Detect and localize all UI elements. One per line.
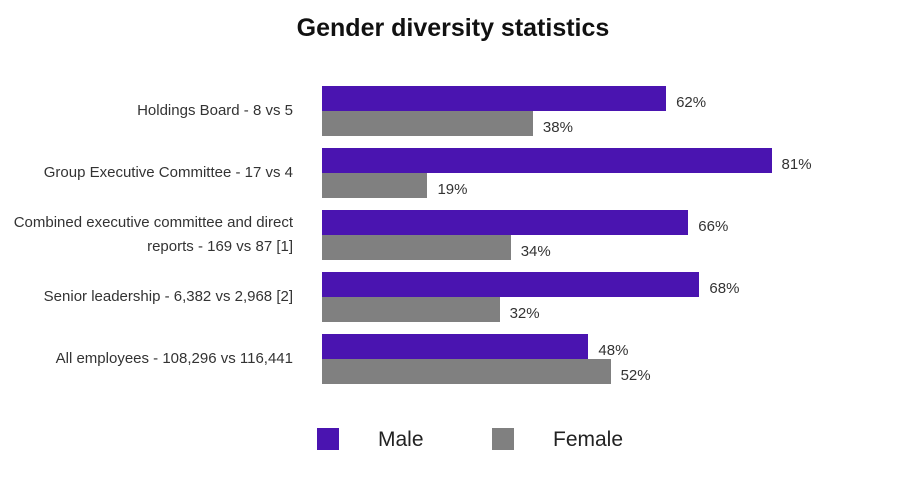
category-label: Group Executive Committee - 17 vs 4 xyxy=(0,161,293,185)
female-bar xyxy=(322,111,533,136)
male-legend-label: Male xyxy=(378,428,424,451)
male-bar xyxy=(322,86,667,111)
male-bar xyxy=(322,210,689,235)
male-value-label: 81% xyxy=(781,156,812,173)
female-legend-label: Female xyxy=(553,428,624,451)
category-label: All employees - 108,296 vs 116,441 xyxy=(0,347,293,371)
male-legend-swatch xyxy=(317,428,339,450)
category-label-line: Group Executive Committee - 17 vs 4 xyxy=(43,164,293,181)
male-value-label: 62% xyxy=(676,94,707,111)
male-bar xyxy=(322,272,700,297)
female-bar xyxy=(322,297,500,322)
male-value-label: 66% xyxy=(698,218,729,235)
female-value-label: 38% xyxy=(542,119,573,136)
female-bar xyxy=(322,173,428,198)
female-bar xyxy=(322,235,511,260)
male-bar xyxy=(322,334,589,359)
female-value-label: 34% xyxy=(520,243,551,260)
category-label-line: reports - 169 vs 87 [1] xyxy=(147,238,293,255)
male-bar xyxy=(322,148,772,173)
female-bar xyxy=(322,359,611,384)
female-value-label: 52% xyxy=(620,367,651,384)
male-value-label: 68% xyxy=(709,280,740,297)
category-label-line: Combined executive committee and direct xyxy=(13,214,293,231)
chart-title: Gender diversity statistics xyxy=(296,14,610,42)
category-label-line: Holdings Board - 8 vs 5 xyxy=(137,102,293,119)
category-label-line: Senior leadership - 6,382 vs 2,968 [2] xyxy=(43,288,293,305)
female-value-label: 32% xyxy=(509,305,540,322)
category-label-line: All employees - 108,296 vs 116,441 xyxy=(55,350,293,367)
category-label: Combined executive committee and direct r… xyxy=(0,211,293,259)
female-value-label: 19% xyxy=(437,181,468,198)
female-legend-swatch xyxy=(492,428,514,450)
category-label: Senior leadership - 6,382 vs 2,968 [2] xyxy=(0,285,293,309)
male-value-label: 48% xyxy=(598,342,629,359)
category-label: Holdings Board - 8 vs 5 xyxy=(0,99,293,123)
